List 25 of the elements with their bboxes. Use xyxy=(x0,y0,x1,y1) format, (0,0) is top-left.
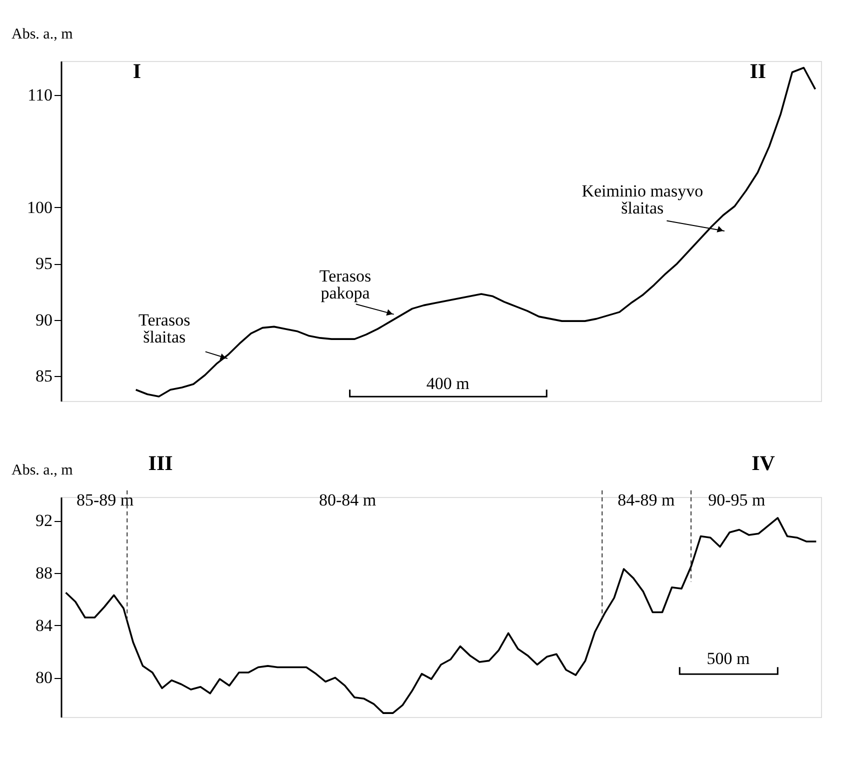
y-tick-label: 85 xyxy=(36,366,52,386)
annotation: Terasos šlaitas xyxy=(138,310,190,347)
y-tick-label: 110 xyxy=(28,85,52,104)
annotation: 90-95 m xyxy=(708,490,766,510)
y-axis-title: Abs. a., m xyxy=(12,26,74,42)
annotation: 400 m xyxy=(426,374,470,394)
y-axis-title: Abs. a., m xyxy=(12,462,74,478)
y-tick-label: 100 xyxy=(27,198,52,217)
y-tick-label: 90 xyxy=(36,310,52,330)
y-tick-label: 95 xyxy=(36,254,52,274)
annotation: 80-84 m xyxy=(318,490,376,510)
annotation: II xyxy=(750,59,766,83)
annotation: 85-89 m xyxy=(76,490,134,510)
line-series xyxy=(64,517,818,714)
text: IV xyxy=(752,451,775,475)
y-tick-label: 84 xyxy=(36,616,53,635)
y-tick-label: 88 xyxy=(36,563,52,582)
annotation: 500 m xyxy=(706,649,750,668)
y-tick-label: 80 xyxy=(36,668,52,688)
annotation: I xyxy=(132,59,142,83)
annotation: 84-89 m xyxy=(618,490,675,510)
annotation: Terasos pakopa xyxy=(319,266,372,302)
y-tick-label: 92 xyxy=(36,511,52,530)
annotation: Keiminio masyvo šlaitas xyxy=(582,181,704,218)
text: III xyxy=(148,451,173,475)
